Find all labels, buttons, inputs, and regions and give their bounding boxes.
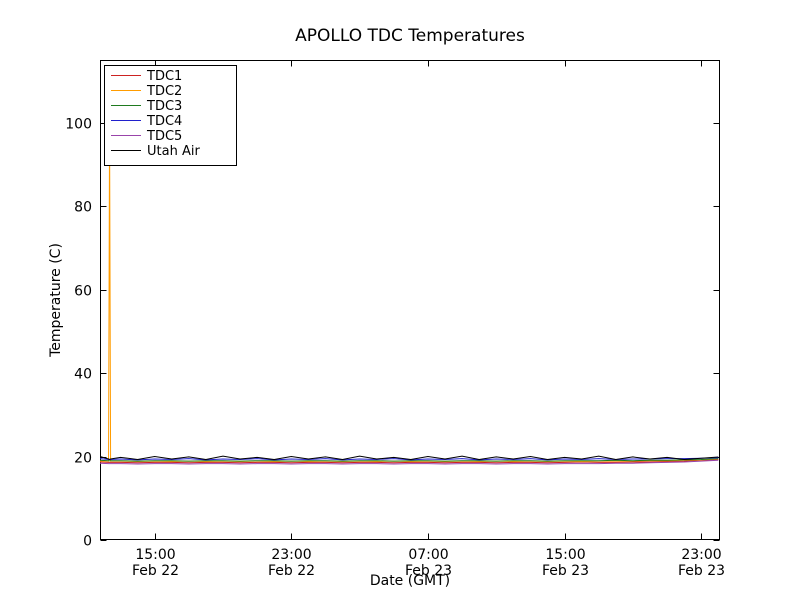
legend-label: TDC3 xyxy=(146,99,182,114)
series-line-utah-air xyxy=(100,455,719,460)
x-tick-label: 07:00 Feb 23 xyxy=(405,547,452,579)
legend-label: TDC5 xyxy=(146,129,182,144)
x-tick-label: 23:00 Feb 22 xyxy=(268,547,315,579)
legend-label: TDC2 xyxy=(146,84,182,99)
legend-label: Utah Air xyxy=(147,144,200,159)
x-tick-label: 15:00 Feb 22 xyxy=(132,547,179,579)
legend-label: TDC1 xyxy=(146,69,182,84)
series-line-tdc3 xyxy=(100,458,719,462)
y-tick-label: 60 xyxy=(74,284,92,300)
y-tick-label: 80 xyxy=(74,200,92,216)
legend-box xyxy=(104,65,237,166)
series-line-tdc4 xyxy=(100,457,719,461)
x-tick-label: 15:00 Feb 23 xyxy=(542,547,589,579)
series-line-tdc5 xyxy=(100,459,719,465)
legend-label: TDC4 xyxy=(146,114,182,129)
y-tick-label: 20 xyxy=(74,451,92,467)
series-line-tdc1 xyxy=(100,458,719,464)
y-tick-label: 40 xyxy=(74,367,92,383)
chart-title: APOLLO TDC Temperatures xyxy=(295,26,525,46)
y-tick-label: 100 xyxy=(65,117,92,133)
x-tick-label: 23:00 Feb 23 xyxy=(678,547,725,579)
y-tick-label: 0 xyxy=(83,534,92,550)
x-axis-label: Date (GMT) xyxy=(369,573,451,589)
